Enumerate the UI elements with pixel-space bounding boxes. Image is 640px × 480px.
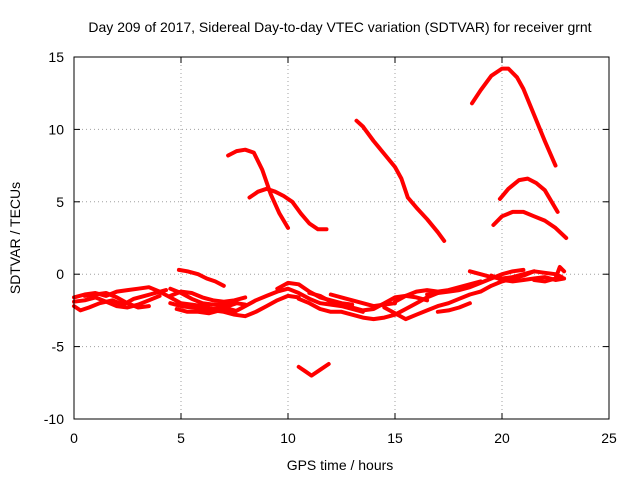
series-s14 [328,292,397,309]
x-tick-labels: 0 5 10 15 20 25 [70,430,617,446]
axis-ticks [73,56,610,420]
x-tick-label: 10 [280,430,296,446]
series-s10 [221,286,365,314]
data-series [72,66,569,378]
x-tick-label: 5 [177,430,185,446]
grid [74,57,609,419]
y-tick-label: 5 [56,194,64,210]
series-s21 [532,265,567,284]
x-tick-label: 20 [494,430,510,446]
series-s17 [425,267,526,297]
y-axis-title: SDTVAR / TECUs [7,182,23,294]
series-s8 [168,286,237,307]
y-tick-label: -10 [44,411,64,427]
series-s22 [226,147,290,230]
series-s24 [354,118,447,243]
series-s27 [491,209,569,240]
x-tick-label: 15 [387,430,403,446]
y-tick-label: -5 [52,339,65,355]
plot-frame [73,56,610,420]
x-tick-label: 0 [70,430,78,446]
series-s3 [72,293,162,310]
y-tick-labels: -10 -5 0 5 10 15 [44,49,64,427]
series-s9 [176,267,226,288]
series-s4 [82,291,151,310]
y-tick-label: 0 [56,266,64,282]
x-tick-label: 25 [601,430,617,446]
series-s26 [497,176,560,214]
series-s25 [470,66,558,168]
series-s12 [296,291,440,322]
y-tick-label: 10 [48,121,64,137]
series-s28 [296,362,331,378]
chart-title: Day 209 of 2017, Sidereal Day-to-day VTE… [88,19,591,35]
y-tick-label: 15 [48,49,64,65]
series-s18 [435,301,472,314]
series-s6 [168,293,301,319]
series-s23 [247,186,329,232]
series-s2 [72,288,168,313]
x-axis-title: GPS time / hours [287,457,394,473]
series-s19 [467,269,564,281]
